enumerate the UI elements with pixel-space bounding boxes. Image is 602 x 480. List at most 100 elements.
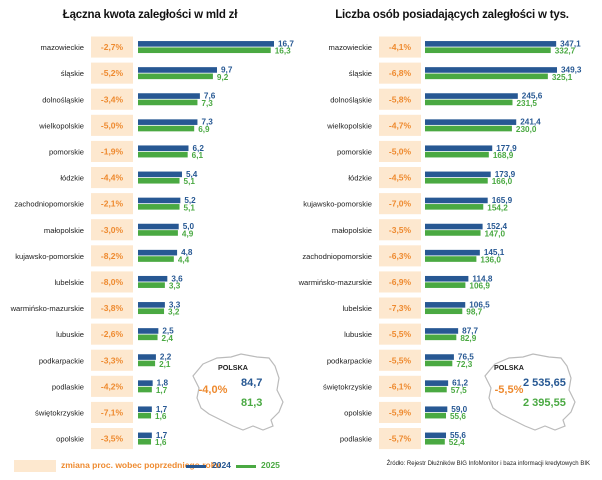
bar-label-2024: 59,0 — [451, 405, 467, 414]
change-box — [91, 167, 133, 189]
change-box — [91, 297, 133, 319]
change-label: -7,1% — [101, 407, 124, 417]
category-label: lubelskie — [54, 278, 84, 287]
bar-label-2025: 57,5 — [451, 386, 467, 395]
bar-2024 — [138, 41, 274, 47]
category-label: kujawsko-pomorskie — [303, 200, 372, 209]
category-label: podlaskie — [52, 382, 84, 391]
bar-2024 — [138, 302, 165, 308]
legend-footer: zmiana proc. wobec poprzedniego roku 202… — [0, 455, 602, 480]
bar-2025 — [138, 360, 156, 367]
bar-label-2025: 9,2 — [217, 73, 229, 82]
bar-label-2025: 72,3 — [456, 360, 472, 369]
bar-2025 — [425, 125, 512, 132]
bar-2025 — [425, 99, 513, 106]
change-label: -5,0% — [101, 120, 124, 130]
change-label: -5,7% — [389, 434, 412, 444]
change-box — [91, 36, 133, 58]
category-label: wielkopolskie — [326, 121, 372, 130]
bar-label-2024: 3,6 — [171, 274, 183, 283]
bar-label-2025: 147,0 — [485, 229, 506, 238]
bar-2024 — [425, 432, 447, 439]
change-label: -6,9% — [389, 277, 412, 287]
change-label: -3,0% — [101, 225, 124, 235]
category-label: warmińsko-mazurskie — [298, 278, 372, 287]
category-label: podkarpackie — [39, 356, 84, 365]
bar-2025 — [425, 334, 457, 341]
bar-2025 — [425, 47, 551, 54]
bar-label-2024: 114,8 — [472, 274, 492, 283]
bar-label-2024: 106,5 — [469, 300, 490, 309]
change-box — [91, 375, 133, 397]
change-label: -7,3% — [389, 303, 412, 313]
bar-label-2025: 52,4 — [449, 438, 465, 447]
bar-2024 — [138, 380, 153, 386]
change-box — [91, 323, 133, 345]
change-label: -5,5% — [389, 329, 412, 339]
bar-label-2025: 16,3 — [275, 47, 291, 56]
category-label: mazowieckie — [329, 43, 372, 52]
change-label: -7,0% — [389, 199, 412, 209]
chart-title: Łączna kwota zaległości w mld zł — [62, 9, 238, 21]
change-box — [379, 219, 421, 241]
bar-label-2024: 5,4 — [186, 170, 198, 179]
change-label: -6,8% — [389, 68, 412, 78]
change-box — [379, 114, 421, 136]
category-label: zachodniopomorskie — [302, 252, 372, 261]
legend-change-swatch — [14, 460, 56, 472]
category-label: pomorskie — [49, 147, 84, 156]
change-box — [91, 219, 133, 241]
bar-2025 — [138, 73, 213, 80]
bar-2025 — [425, 204, 484, 210]
bar-label-2024: 2,2 — [160, 353, 172, 362]
change-label: -1,9% — [101, 146, 124, 156]
change-box — [91, 114, 133, 136]
bar-2025 — [425, 438, 445, 445]
summary-value-2025: 2 395,55 — [523, 397, 566, 409]
change-box — [379, 36, 421, 58]
bar-label-2025: 1,6 — [155, 412, 167, 421]
change-label: -5,9% — [389, 407, 412, 417]
change-label: -4,5% — [389, 173, 412, 183]
change-box — [91, 428, 133, 450]
bar-label-2024: 9,7 — [221, 65, 233, 74]
bar-2024 — [425, 93, 518, 99]
change-box — [379, 297, 421, 319]
bar-label-2025: 2,1 — [159, 360, 171, 369]
bar-2025 — [138, 125, 195, 132]
change-label: -5,5% — [389, 355, 412, 365]
bar-2024 — [425, 145, 493, 152]
bar-label-2024: 152,4 — [487, 222, 508, 231]
change-box — [379, 88, 421, 110]
change-label: -2,7% — [101, 42, 124, 52]
bar-label-2025: 82,9 — [460, 334, 476, 343]
category-label: podlaskie — [340, 435, 372, 444]
bar-2024 — [425, 302, 466, 308]
category-label: małopolskie — [332, 226, 372, 235]
change-label: -3,3% — [101, 355, 124, 365]
bar-2025 — [425, 282, 466, 288]
category-label: wielkopolskie — [38, 121, 84, 130]
category-label: pomorskie — [337, 147, 372, 156]
bar-2024 — [138, 223, 179, 230]
bar-label-2024: 245,6 — [522, 92, 543, 101]
bar-2025 — [138, 47, 271, 54]
bar-label-2024: 61,2 — [452, 379, 468, 388]
bar-2024 — [138, 354, 156, 360]
bar-2025 — [425, 177, 488, 184]
change-box — [91, 62, 133, 84]
bar-2024 — [138, 171, 182, 178]
bar-label-2025: 3,2 — [168, 308, 180, 317]
change-box — [379, 323, 421, 345]
category-label: łódzkie — [60, 174, 84, 183]
bar-label-2024: 5,2 — [184, 196, 196, 205]
category-label: lubuskie — [344, 330, 372, 339]
bar-2025 — [138, 282, 165, 288]
change-box — [379, 62, 421, 84]
category-label: zachodniopomorskie — [14, 200, 84, 209]
summary-value-2024: 2 535,65 — [523, 377, 566, 389]
legend-2025-swatch — [236, 465, 256, 468]
category-label: kujawsko-pomorskie — [15, 252, 84, 261]
change-label: -5,8% — [389, 94, 412, 104]
summary-change: -4,0% — [199, 384, 228, 396]
